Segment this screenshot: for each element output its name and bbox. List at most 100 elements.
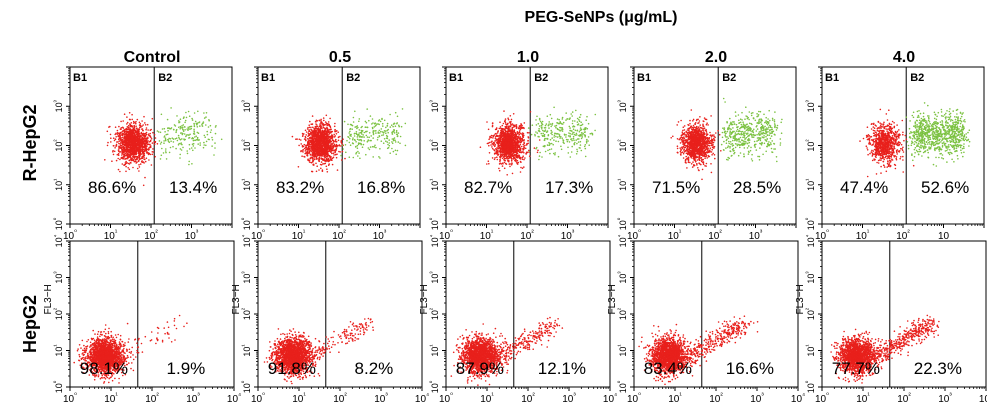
scatter-dot [340,145,342,147]
scatter-dot [572,128,575,130]
scatter-dot [573,139,575,142]
scatter-dot [181,125,183,127]
scatter-dot [534,134,536,137]
scatter-dot [356,133,358,135]
scatter-dot [176,115,178,117]
scatter-dot [160,113,163,116]
scatter-dot [555,124,558,127]
scatter-dot [327,157,330,160]
scatter-dot [554,152,556,154]
scatter-dot [491,157,494,159]
scatter-dot [333,140,335,143]
scatter-dot [121,154,123,156]
scatter-dot [584,147,587,150]
scatter-dot [310,126,312,129]
scatter-dot [510,130,512,133]
scatter-dot [304,152,307,155]
scatter-dot [517,161,520,164]
scatter-dot [138,132,141,135]
scatter-dot [142,132,145,135]
scatter-dot [119,143,121,145]
scatter-dot [152,131,154,134]
scatter-dot [561,118,564,120]
scatter-dot [204,136,206,138]
scatter-dot [576,148,578,151]
scatter-dot [147,153,150,156]
scatter-dot [567,135,570,137]
scatter-dot [499,162,502,164]
scatter-dot [352,142,355,145]
scatter-dot [194,136,196,138]
scatter-dot [183,116,185,118]
scatter-dot [138,137,141,139]
scatter-dot [519,136,522,138]
scatter-dot [494,128,497,131]
scatter-dot [509,128,511,130]
scatter-dot [520,166,522,169]
scatter-dot [130,122,133,124]
scatter-dot [399,135,402,138]
scatter-dot [151,153,154,156]
scatter-dot [505,152,508,154]
scatter-dot [145,133,148,136]
scatter-dot [205,144,207,147]
scatter-dot [577,123,579,126]
scatter-dot [116,132,119,134]
scatter-dot [311,115,314,117]
scatter-dot [107,141,109,144]
scatter-dot [520,157,522,159]
scatter-dot [510,136,513,139]
scatter-dot [565,134,567,136]
scatter-dot [308,159,311,162]
scatter-dot [303,138,306,140]
scatter-dot [372,122,374,124]
scatter-dot [159,143,162,145]
scatter-dot [195,139,198,141]
scatter-dot [194,147,196,149]
scatter-dot [144,158,146,161]
scatter-dot [561,130,564,132]
scatter-dot [135,143,138,145]
scatter-dot [196,131,199,134]
scatter-dot [163,136,165,138]
scatter-dot [310,128,312,131]
scatter-dot [164,139,167,142]
scatter-dot [510,123,512,126]
scatter-dot [361,146,364,148]
scatter-dot [321,139,324,142]
scatter-dot [363,136,365,138]
scatter-dot [215,125,217,127]
scatter-dot [164,150,167,152]
scatter-dot [523,166,525,168]
scatter-dot [129,124,131,126]
scatter-dot [347,136,350,138]
scatter-dot [576,142,578,145]
scatter-dot [188,137,190,139]
scatter-dot [323,162,326,165]
scatter-dot [558,135,561,137]
scatter-dot [319,131,322,133]
scatter-dot [340,141,343,144]
scatter-dot [510,146,512,149]
scatter-dot [501,157,504,160]
scatter-dot [307,135,309,138]
scatter-dot [568,125,571,128]
scatter-dot [506,130,509,133]
scatter-dot [380,130,382,133]
scatter-dot [524,147,527,150]
scatter-dot [537,122,540,125]
scatter-dot [493,149,495,151]
scatter-dot [149,132,151,135]
scatter-dot [128,140,130,143]
scatter-dot [389,152,392,154]
scatter-dot [334,130,336,133]
scatter-dot [522,150,524,152]
scatter-dot [401,108,404,110]
scatter-dot [396,135,399,138]
scatter-dot [186,150,188,152]
scatter-dot [501,165,504,167]
scatter-dot [538,158,540,161]
scatter-dot [144,149,146,151]
scatter-dot [201,125,204,127]
scatter-dot [209,131,212,134]
